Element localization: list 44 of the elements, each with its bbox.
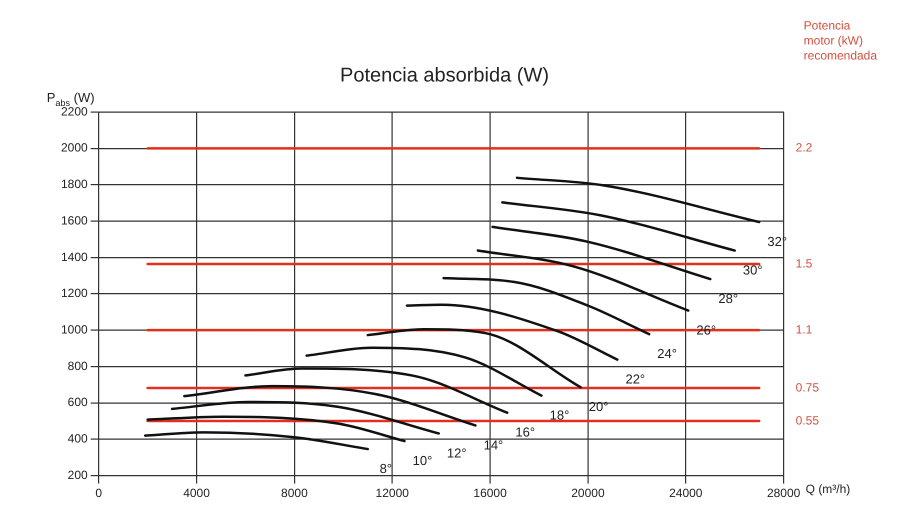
series-label: 8° (380, 461, 392, 476)
line-series (406, 303, 619, 361)
y-tick-label: 1400 (60, 250, 88, 264)
series-label: 12° (446, 445, 467, 460)
line-series (170, 400, 440, 435)
line-series (305, 346, 543, 397)
series-label: 20° (588, 399, 608, 414)
y-tick-label: 2000 (60, 140, 88, 155)
chart-title: Potencia absorbida (W) (340, 64, 549, 87)
y-tick-label: 1600 (60, 213, 88, 228)
line-series (144, 431, 370, 450)
x-tick-label: 4000 (183, 486, 210, 500)
x-tick-label: 16000 (473, 486, 508, 500)
x-tick-label: 8000 (281, 486, 308, 500)
series-label: 28° (718, 291, 738, 306)
series-label: 30° (742, 262, 763, 278)
y-tick-label: 1800 (60, 177, 88, 192)
line-series (146, 415, 406, 442)
series-label: 22° (625, 372, 646, 387)
y-tick-label: 200 (68, 468, 88, 482)
series-label: 24° (657, 346, 677, 362)
y-tick-label: 1200 (60, 286, 88, 300)
x-tick-label: 28000 (766, 486, 801, 500)
series-label: 18° (550, 408, 570, 423)
y2-tick-label: 1.5 (796, 256, 813, 270)
x-tick-label: 24000 (669, 486, 703, 500)
y-tick-label: 1000 (60, 322, 88, 336)
y2-tick-label: 0.55 (796, 413, 820, 428)
x-axis-title: Q (m³/h) (806, 482, 850, 496)
series-label: 10° (412, 453, 432, 468)
line-series (442, 276, 650, 336)
y2-axis-title: Potencia motor (kW) recomendada (804, 18, 878, 62)
series-label: 16° (515, 424, 536, 440)
y2-tick-label: 2.2 (796, 140, 813, 155)
x-tick-label: 0 (95, 486, 102, 500)
x-tick-label: 20000 (571, 486, 605, 500)
y-tick-label: 400 (68, 432, 88, 446)
x-tick-label: 12000 (376, 486, 410, 500)
y-tick-label: 800 (68, 358, 88, 373)
line-series (183, 384, 477, 427)
line-series (366, 328, 582, 388)
y2-tick-label: 0.75 (796, 380, 820, 394)
y-tick-label: 600 (68, 395, 88, 410)
y2-tick-label: 1.1 (796, 322, 813, 336)
